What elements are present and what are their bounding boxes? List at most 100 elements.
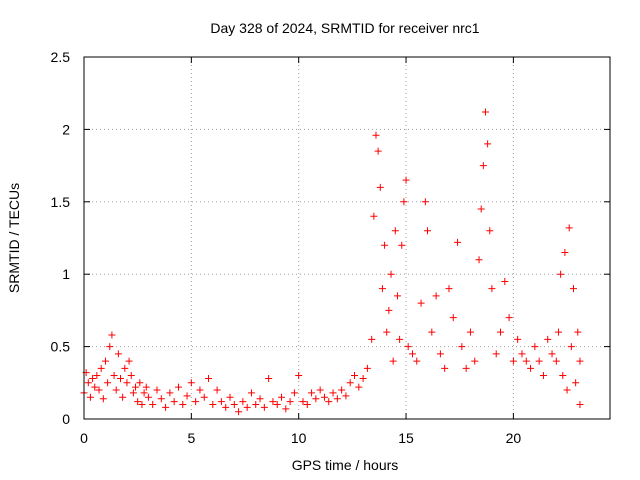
data-point <box>187 379 195 387</box>
data-point <box>260 403 268 411</box>
data-point <box>140 389 148 397</box>
data-point <box>514 335 522 343</box>
data-point <box>230 401 238 409</box>
data-point <box>355 383 363 391</box>
data-point <box>389 357 397 365</box>
data-point <box>488 285 496 293</box>
data-point <box>290 389 298 397</box>
data-point <box>192 398 200 406</box>
data-point <box>561 248 569 256</box>
data-point <box>269 398 277 406</box>
data-point <box>320 393 328 401</box>
data-point <box>381 241 389 249</box>
data-point <box>329 389 337 397</box>
data-point <box>548 350 556 358</box>
data-point <box>497 328 505 336</box>
data-point <box>97 364 105 372</box>
data-point <box>116 374 124 382</box>
tick-labels: 0 5 10 15 20 0 0.5 1 1.5 2 2.5 <box>51 49 522 446</box>
data-point <box>424 227 432 235</box>
data-point <box>539 372 547 380</box>
data-point <box>89 374 97 382</box>
data-point <box>557 270 565 278</box>
data-point <box>576 401 584 409</box>
data-point <box>368 335 376 343</box>
data-point <box>432 292 440 300</box>
data-point <box>174 383 182 391</box>
data-point <box>574 328 582 336</box>
data-point <box>333 395 341 403</box>
data-point <box>477 205 485 213</box>
data-point <box>428 328 436 336</box>
data-point <box>104 379 112 387</box>
data-point <box>441 364 449 372</box>
data-point <box>342 392 350 400</box>
data-point <box>462 364 470 372</box>
data-point <box>129 389 137 397</box>
x-tick-label: 5 <box>187 430 195 446</box>
data-point <box>286 398 294 406</box>
data-point <box>400 198 408 206</box>
data-point <box>385 306 393 314</box>
grid-lines <box>84 57 610 419</box>
data-point <box>295 372 303 380</box>
data-point <box>179 401 187 409</box>
y-tick-label: 2 <box>62 121 70 137</box>
data-point <box>91 383 99 391</box>
data-point <box>144 393 152 401</box>
data-point <box>346 379 354 387</box>
data-point <box>196 386 204 394</box>
data-point <box>119 393 127 401</box>
data-point <box>136 379 144 387</box>
data-point <box>454 238 462 246</box>
data-point <box>243 403 251 411</box>
data-point <box>378 285 386 293</box>
y-tick-label: 0.5 <box>51 339 71 355</box>
x-axis-label: GPS time / hours <box>292 457 399 473</box>
data-point <box>256 395 264 403</box>
data-point <box>396 335 404 343</box>
y-tick-label: 0 <box>62 411 70 427</box>
data-point <box>501 277 509 285</box>
data-point <box>157 395 165 403</box>
data-point <box>436 350 444 358</box>
data-point <box>282 405 290 413</box>
x-tick-label: 20 <box>506 430 522 446</box>
data-point <box>404 343 412 351</box>
data-point <box>252 401 260 409</box>
data-point <box>449 314 457 322</box>
data-point <box>278 393 286 401</box>
data-point <box>84 379 92 387</box>
y-tick-label: 2.5 <box>51 49 71 65</box>
plot-frame <box>83 56 611 420</box>
data-point <box>544 335 552 343</box>
data-point <box>142 383 150 391</box>
data-point <box>121 364 129 372</box>
data-point <box>570 285 578 293</box>
data-point <box>183 392 191 400</box>
data-point <box>108 331 116 339</box>
data-point <box>363 364 371 372</box>
data-point <box>372 131 380 139</box>
data-point <box>531 343 539 351</box>
data-point <box>303 401 311 409</box>
data-point <box>576 357 584 365</box>
data-point <box>505 314 513 322</box>
data-point <box>351 372 359 380</box>
data-point <box>486 227 494 235</box>
data-point <box>479 162 487 170</box>
data-point <box>527 364 535 372</box>
data-point <box>247 389 255 397</box>
data-point <box>417 299 425 307</box>
data-point <box>217 398 225 406</box>
data-point <box>226 393 234 401</box>
data-point <box>101 357 109 365</box>
data-point <box>338 386 346 394</box>
data-point <box>222 403 230 411</box>
data-point <box>471 357 479 365</box>
data-point <box>475 256 483 264</box>
data-point <box>325 398 333 406</box>
data-point <box>114 350 122 358</box>
